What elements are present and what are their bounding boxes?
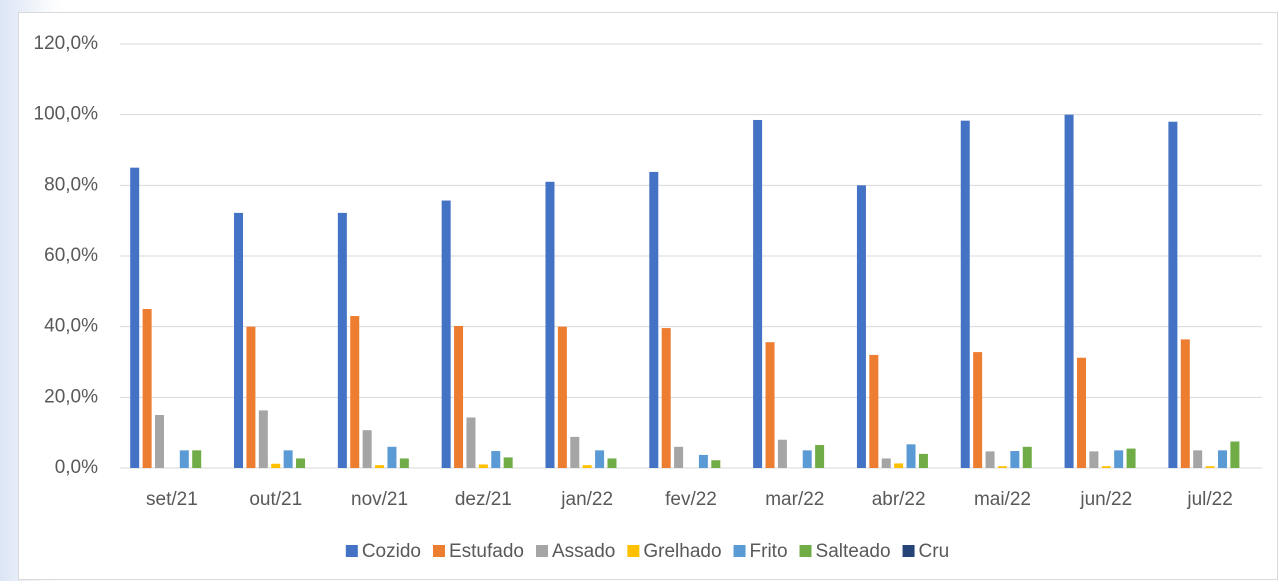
bar	[856, 185, 866, 469]
legend-swatch	[432, 545, 445, 557]
bar	[375, 465, 385, 468]
bar	[258, 410, 268, 468]
x-tick-label: jun/22	[1079, 489, 1132, 510]
legend-swatch	[799, 545, 812, 557]
bar	[661, 328, 671, 468]
y-tick-label: 40,0%	[44, 316, 98, 337]
bar	[1114, 450, 1124, 468]
bar	[234, 212, 244, 468]
bar	[387, 446, 397, 468]
bar	[1022, 446, 1032, 468]
y-tick-label: 120,0%	[34, 33, 99, 54]
y-tick-label: 20,0%	[44, 386, 98, 407]
x-tick-label: out/21	[249, 489, 302, 510]
bar	[985, 451, 995, 468]
legend-label: Estufado	[449, 541, 524, 562]
bar	[918, 453, 928, 468]
bar	[765, 342, 775, 468]
bar	[130, 167, 140, 468]
x-tick-label: mai/22	[974, 489, 1031, 510]
bar	[570, 436, 580, 468]
bar	[869, 354, 879, 468]
bar	[491, 451, 501, 468]
bar	[466, 417, 476, 468]
bar	[192, 450, 202, 468]
legend-swatch	[733, 545, 746, 557]
x-tick-label: jul/22	[1186, 489, 1232, 510]
bar	[1010, 451, 1020, 468]
bar	[894, 463, 904, 468]
bar	[179, 450, 189, 468]
bar	[698, 454, 708, 468]
bar	[997, 466, 1007, 468]
bar	[881, 458, 891, 468]
bar	[1089, 451, 1099, 468]
bar	[441, 200, 451, 468]
y-tick-label: 80,0%	[44, 174, 98, 195]
bar	[283, 450, 293, 468]
y-tick-label: 100,0%	[34, 104, 99, 125]
x-tick-label: mar/22	[765, 489, 824, 510]
bar	[595, 450, 605, 468]
legend-swatch	[345, 545, 358, 557]
bar	[607, 458, 617, 468]
bar	[1205, 466, 1215, 468]
bar	[582, 465, 592, 468]
legend-label: Grelhado	[643, 541, 721, 562]
bar	[503, 457, 513, 468]
x-tick-label: nov/21	[351, 489, 408, 510]
bar	[350, 316, 360, 468]
bar	[557, 326, 567, 468]
bar	[246, 326, 256, 468]
bar	[271, 463, 281, 468]
bar	[1180, 339, 1190, 468]
bar	[1230, 441, 1240, 468]
legend-label: Cru	[919, 541, 950, 562]
legend-label: Frito	[750, 541, 788, 562]
legend-label: Salteado	[816, 541, 891, 562]
bar	[802, 450, 812, 468]
legend-swatch	[627, 545, 640, 557]
bar	[906, 444, 916, 468]
bar	[454, 325, 464, 468]
x-tick-label: set/21	[146, 489, 198, 510]
bar	[1168, 121, 1178, 468]
legend-swatch	[535, 545, 548, 557]
y-tick-label: 60,0%	[44, 245, 98, 266]
bar	[674, 446, 684, 468]
legend-label: Cozido	[362, 541, 421, 562]
bar	[711, 460, 721, 468]
y-tick-label: 0,0%	[55, 457, 98, 478]
bar	[1126, 448, 1136, 468]
x-tick-label: fev/22	[665, 489, 717, 510]
x-tick-label: jan/22	[560, 489, 613, 510]
bar	[1064, 114, 1074, 469]
x-tick-label: dez/21	[455, 489, 512, 510]
bar	[296, 458, 306, 468]
bar	[362, 430, 372, 468]
bar	[337, 212, 347, 468]
bar	[960, 120, 970, 468]
bar	[142, 309, 152, 468]
bar	[973, 352, 983, 468]
bar	[777, 439, 787, 468]
bar	[478, 464, 488, 468]
x-tick-label: abr/22	[872, 489, 926, 510]
bar	[1193, 450, 1203, 468]
bar	[649, 171, 659, 468]
bar	[1217, 450, 1227, 468]
bar	[1076, 357, 1086, 468]
bar	[399, 458, 409, 468]
bar	[155, 415, 165, 468]
bar	[545, 181, 555, 469]
legend-label: Assado	[552, 541, 615, 562]
bar	[753, 119, 763, 468]
legend-swatch	[902, 545, 915, 557]
bar	[1101, 466, 1111, 468]
bar	[815, 445, 825, 468]
